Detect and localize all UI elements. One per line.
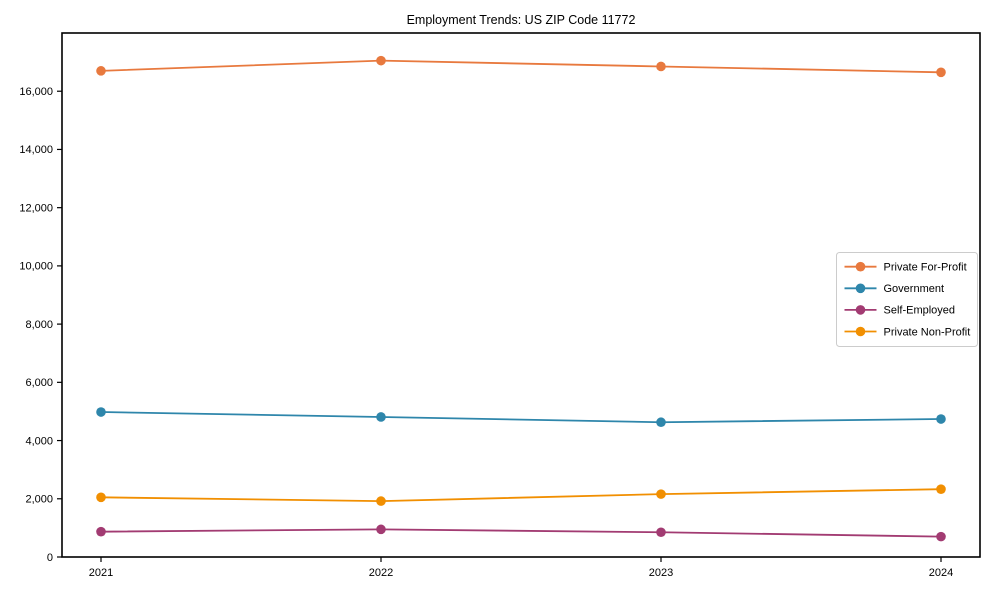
series-line-self-employed <box>100 528 942 538</box>
x-tick-label: 2024 <box>929 567 953 579</box>
data-point-self-employed <box>96 526 106 537</box>
legend-label-private-for-profit: Private For-Profit <box>884 262 967 274</box>
data-point-private-non-profit <box>96 492 106 503</box>
series-line-government <box>100 411 942 424</box>
legend-marker-self-employed <box>855 305 866 315</box>
y-tick-label: 12,000 <box>19 202 53 214</box>
data-point-government <box>656 417 666 428</box>
x-tick-label: 2021 <box>89 567 113 579</box>
data-point-government <box>96 407 106 417</box>
legend-marker-private-for-profit <box>855 261 866 272</box>
data-point-self-employed <box>656 527 666 538</box>
y-tick-label: 0 <box>47 552 53 564</box>
data-point-private-non-profit <box>936 484 946 494</box>
data-point-private-non-profit <box>376 496 386 506</box>
y-tick-label: 4,000 <box>25 435 53 447</box>
data-point-private-for-profit <box>936 67 946 78</box>
y-tick-label: 16,000 <box>19 86 53 98</box>
data-point-private-for-profit <box>96 66 106 76</box>
y-tick-label: 10,000 <box>19 261 53 273</box>
legend-marker-private-non-profit <box>855 326 866 337</box>
data-point-self-employed <box>936 531 946 542</box>
y-tick-label: 8,000 <box>25 319 53 331</box>
legend-box <box>836 252 978 347</box>
data-point-private-non-profit <box>656 489 666 499</box>
data-point-government <box>936 414 946 424</box>
plot-border <box>61 32 981 558</box>
series-line-private-for-profit <box>100 59 942 74</box>
legend-label-self-employed: Self-Employed <box>884 305 956 317</box>
plot-area: 0 2,000 4,000 6,000 8,000 10,000 12,000 14,000 1… <box>19 32 981 579</box>
x-tick-label: 2022 <box>369 567 393 579</box>
data-point-government <box>376 412 386 422</box>
y-tick-label: 6,000 <box>25 377 53 389</box>
data-point-private-for-profit <box>656 61 666 72</box>
data-point-self-employed <box>376 524 386 535</box>
chart-title: Employment Trends: US ZIP Code 11772 <box>407 13 636 27</box>
series-line-private-non-profit <box>100 488 942 503</box>
x-tick-label: 2023 <box>649 567 673 579</box>
legend-label-private-non-profit: Private Non-Profit <box>884 326 971 338</box>
y-tick-label: 14,000 <box>19 144 53 156</box>
data-point-private-for-profit <box>376 55 386 66</box>
y-tick-label: 2,000 <box>25 494 53 506</box>
legend-label-government: Government <box>884 283 945 295</box>
legend-marker-government <box>855 283 866 294</box>
